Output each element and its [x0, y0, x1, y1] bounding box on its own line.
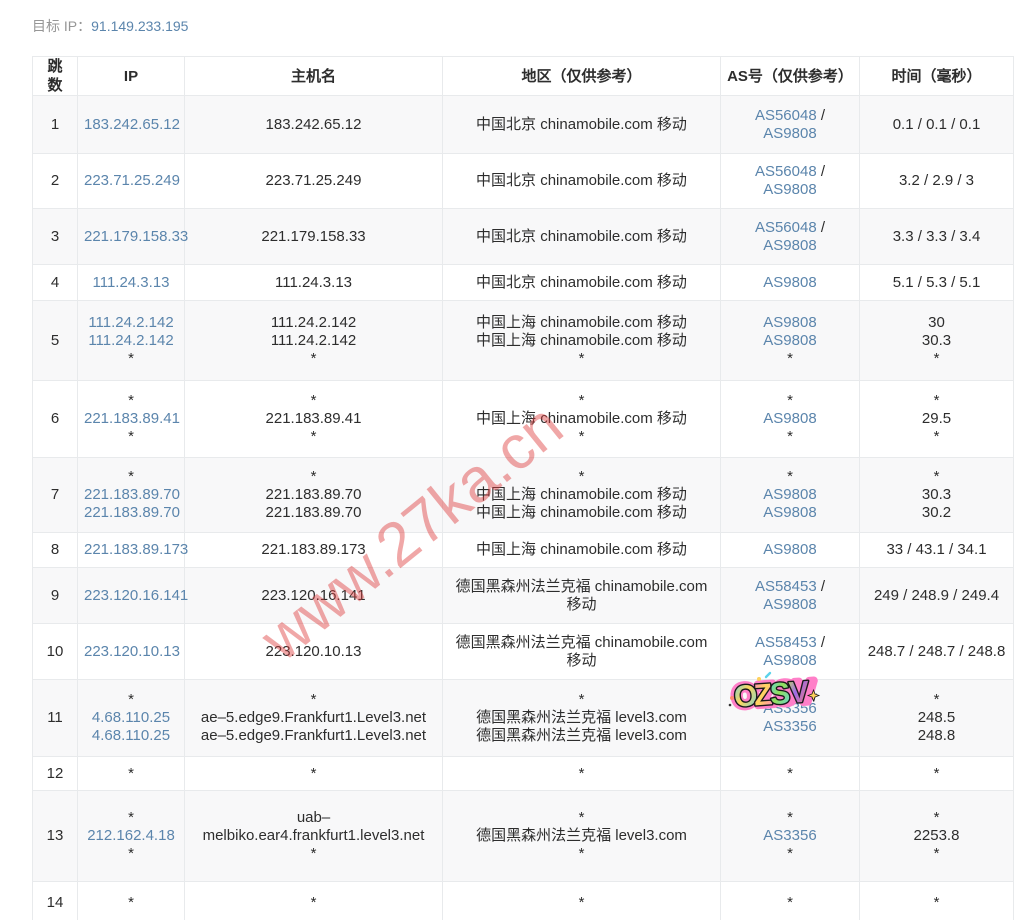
svg-text:V: V	[788, 676, 810, 710]
